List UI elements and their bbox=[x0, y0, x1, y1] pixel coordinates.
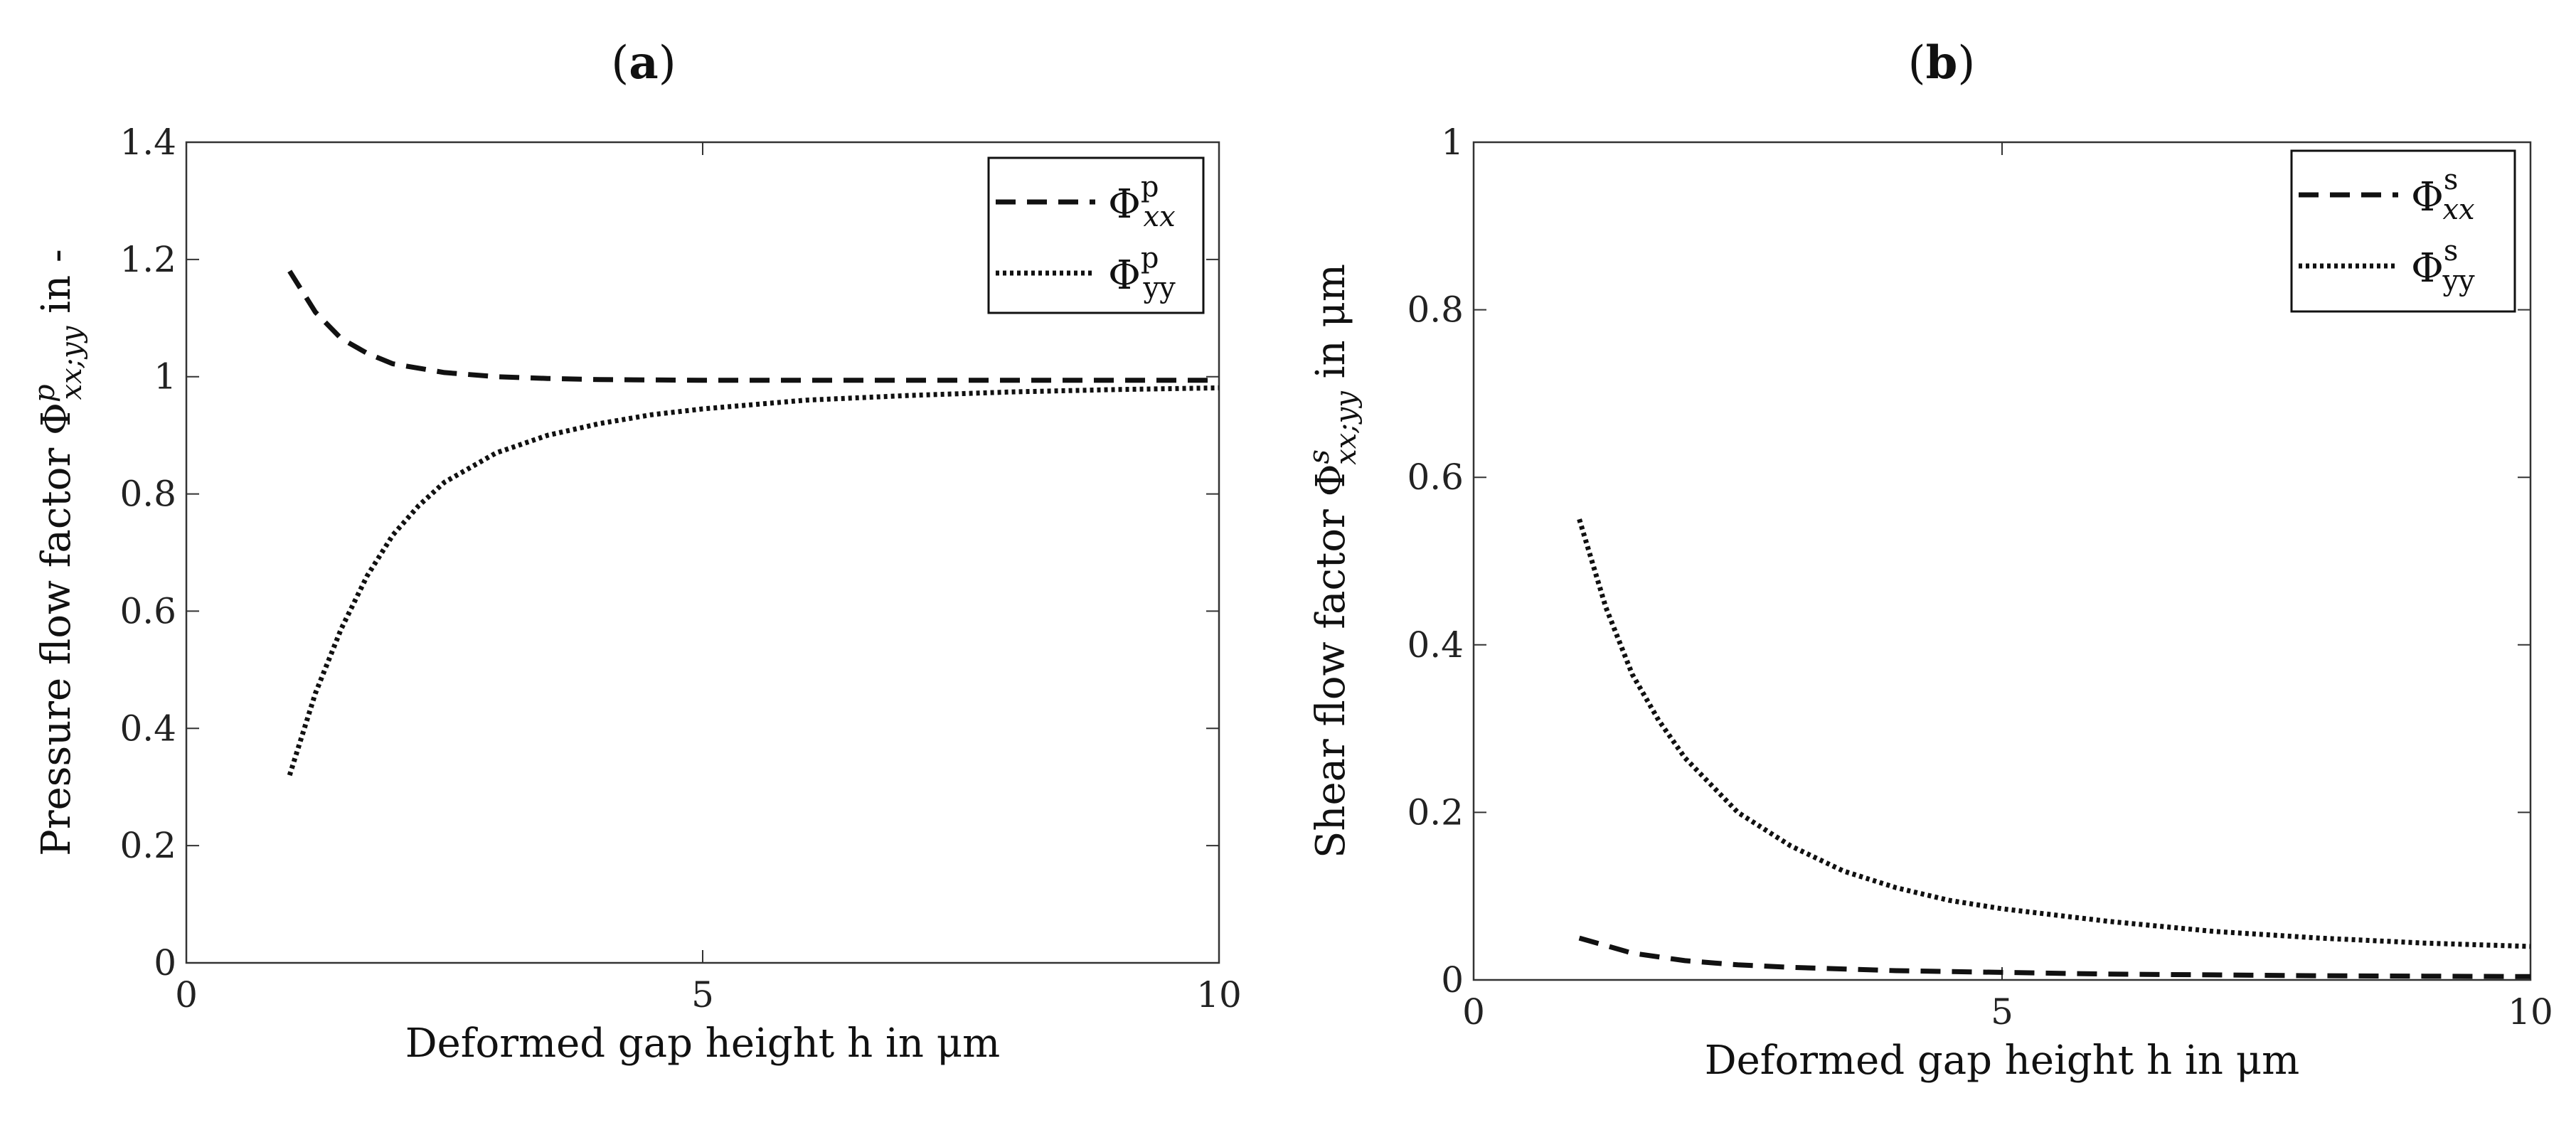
legend-entry-symbol: Φ bbox=[1108, 252, 1141, 299]
y-axis-label: Pressure flow factor Φpxx;yy in - bbox=[28, 249, 88, 856]
y-tick-label: 0.6 bbox=[1407, 457, 1464, 498]
y-axis-label: Shear flow factor Φsxx;yy in μm bbox=[1303, 264, 1363, 858]
x-axis-label: Deformed gap height h in μm bbox=[405, 1020, 1001, 1067]
y-axis-label-sup: p bbox=[28, 384, 61, 402]
y-tick-label: 0.6 bbox=[119, 590, 176, 631]
x-tick-label: 5 bbox=[691, 974, 714, 1015]
y-tick-label: 1 bbox=[154, 356, 176, 398]
panel-label: (b) bbox=[1910, 37, 1974, 90]
y-axis-label-sub: xx;yy bbox=[1330, 390, 1363, 465]
panel-title-open-paren: ( bbox=[1908, 37, 1926, 90]
y-tick-label: 0.4 bbox=[119, 708, 176, 749]
legend-entry-sup: p bbox=[1141, 242, 1159, 274]
y-tick-label: 0.2 bbox=[119, 825, 176, 866]
legend-entry-label: Φp xx bbox=[1108, 171, 1176, 233]
x-axis-label: Deformed gap height h in μm bbox=[1705, 1038, 2300, 1084]
y-axis-label-sup: s bbox=[1303, 449, 1336, 464]
legend-entry-sub: xx bbox=[2442, 193, 2474, 226]
y-tick-label: 0.4 bbox=[1407, 624, 1464, 666]
legend-box bbox=[2290, 149, 2516, 313]
legend-series-name: Φxx s bbox=[2411, 166, 2522, 212]
legend-entry-sup: s bbox=[2444, 235, 2459, 267]
legend-entry-label: Φs yy bbox=[2411, 235, 2475, 297]
panel-title: (a) bbox=[611, 36, 676, 90]
panel-title-letter: a bbox=[629, 36, 658, 90]
x-tick-label: 0 bbox=[175, 974, 198, 1015]
y-tick-label: 1 bbox=[1441, 122, 1464, 163]
legend-series-name: Φyy s bbox=[2411, 237, 2522, 283]
legend-entry-sup: p bbox=[1141, 171, 1159, 203]
series-line-xx-dashed bbox=[1578, 935, 2531, 979]
x-tick-label: 0 bbox=[1462, 991, 1485, 1033]
legend-entry-symbol: Φ bbox=[2411, 174, 2444, 220]
y-axis-label-suffix: in μm bbox=[1308, 264, 1354, 391]
y-axis-label-main: Shear flow factor Φ bbox=[1308, 464, 1354, 858]
series-line-yy-dotted bbox=[287, 385, 1220, 777]
panel-title-letter: b bbox=[1926, 36, 1958, 90]
legend-entry-label: Φp yy bbox=[1108, 242, 1176, 304]
y-tick-label: 0 bbox=[154, 942, 176, 983]
x-tick-label: 10 bbox=[1196, 974, 1242, 1015]
legend-entry-symbol: Φ bbox=[2411, 245, 2444, 292]
y-tick-label: 0.8 bbox=[119, 474, 176, 515]
legend-series-name: Φyy p bbox=[1108, 244, 1224, 290]
y-axis-label-sub: xx;yy bbox=[55, 325, 88, 400]
y-axis-label-main: Pressure flow factor Φ bbox=[33, 402, 80, 856]
y-tick-label: 0.2 bbox=[1407, 791, 1464, 833]
legend-entry-sub: xx bbox=[1144, 201, 1176, 233]
legend-entry-sub: yy bbox=[1143, 272, 1176, 304]
legend-entry-label: Φs xx bbox=[2411, 164, 2475, 226]
legend-entry-sub: yy bbox=[2442, 265, 2475, 297]
y-tick-label: 0 bbox=[1441, 959, 1464, 1001]
series-line-yy-dotted bbox=[1577, 518, 2531, 949]
legend-series-name: Φxx p bbox=[1108, 173, 1224, 219]
x-tick-label: 5 bbox=[1991, 991, 2013, 1033]
panel-title-close-paren: ) bbox=[1957, 37, 1975, 90]
y-axis-label-suffix: in - bbox=[33, 249, 80, 326]
legend-entry-sup: s bbox=[2444, 164, 2459, 196]
legend-entry-symbol: Φ bbox=[1108, 181, 1141, 228]
y-tick-label: 1.4 bbox=[119, 122, 176, 163]
legend-box bbox=[987, 156, 1205, 314]
panel-title-open-paren: ( bbox=[611, 37, 629, 90]
panel-title-close-paren: ) bbox=[659, 37, 676, 90]
x-tick-label: 10 bbox=[2508, 991, 2553, 1033]
panel-title: (b) bbox=[1908, 36, 1976, 90]
panel-label: (a) bbox=[612, 37, 675, 90]
series-line-xx-dashed bbox=[287, 270, 1219, 383]
y-tick-label: 1.2 bbox=[119, 239, 176, 280]
y-tick-label: 0.8 bbox=[1407, 289, 1464, 331]
chart-panel-a: (a)(a) 0 0.2 0.4 0.6 0.8 1 1.2 1.4 0 5 10 Deformed g… bbox=[28, 36, 1242, 1067]
